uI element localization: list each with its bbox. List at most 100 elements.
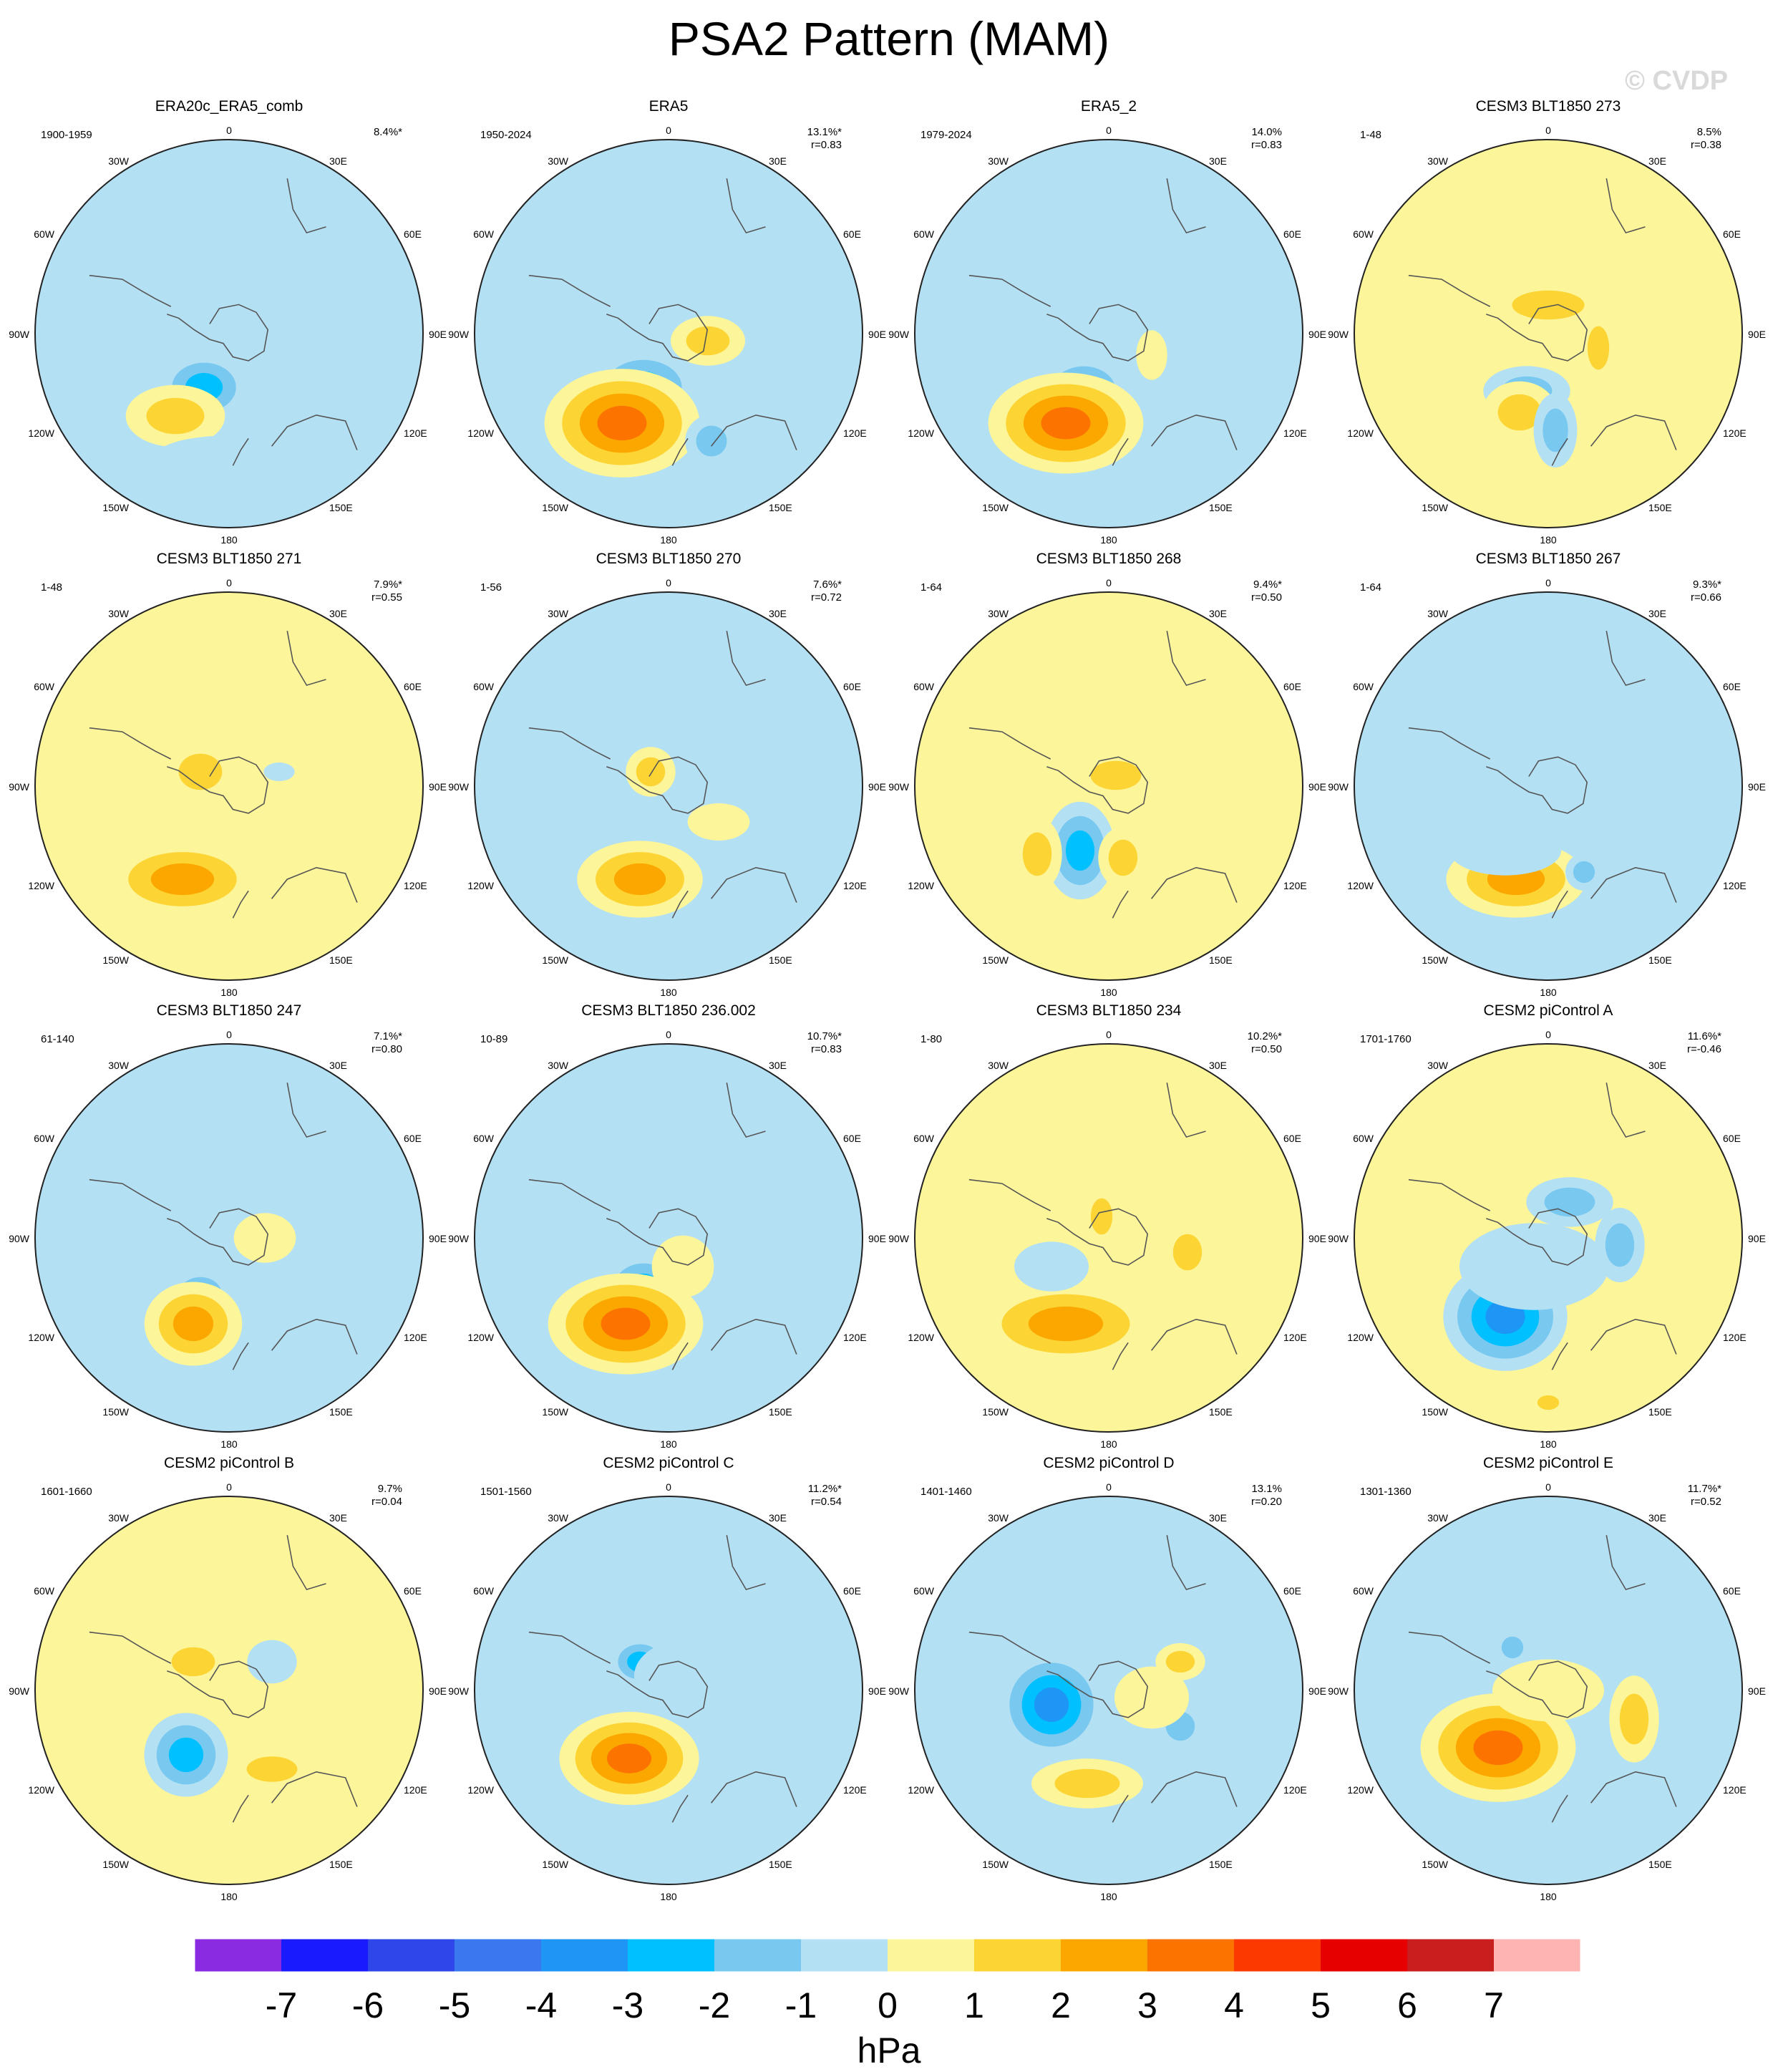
- longitude-label: 30E: [1209, 1060, 1227, 1071]
- panel-variance: 8.5%: [1697, 126, 1721, 138]
- longitude-label: 150W: [102, 502, 129, 513]
- longitude-label: 0: [226, 1029, 232, 1040]
- map-panel: CESM2 piControl A 1701-1760 11.6%*r=-0.46 0…: [1328, 1002, 1766, 1450]
- longitude-label: 30W: [548, 608, 569, 619]
- colorbar-unit-label: hPa: [857, 2030, 921, 2071]
- longitude-label: 120W: [1347, 880, 1374, 891]
- longitude-label: 30E: [1209, 155, 1227, 167]
- contour-region: [1587, 326, 1610, 370]
- longitude-label: 60W: [913, 681, 935, 692]
- coastline: [1408, 1631, 1491, 1664]
- colorbar-tick-label: 6: [1397, 1985, 1417, 2025]
- coastline: [528, 727, 611, 760]
- contour-region: [1492, 1659, 1605, 1722]
- panel-title: CESM3 BLT1850 273: [1476, 98, 1621, 115]
- longitude-label: 90W: [1328, 329, 1349, 340]
- longitude-label: 0: [1545, 1481, 1551, 1493]
- longitude-label: 60W: [473, 681, 495, 692]
- coastline: [271, 1771, 358, 1807]
- colorbar-tick-label: 5: [1311, 1985, 1331, 2025]
- panel-title: CESM3 BLT1850 267: [1476, 551, 1621, 567]
- panel-correlation: r=-0.46: [1687, 1043, 1721, 1055]
- colorbar-tick-label: 0: [878, 1985, 898, 2025]
- longitude-label: 120E: [1283, 880, 1307, 891]
- colorbar-tick-label: 3: [1137, 1985, 1157, 2025]
- longitude-label: 90W: [1328, 781, 1349, 793]
- coastline: [286, 178, 326, 234]
- coastline: [1590, 414, 1677, 450]
- longitude-label: 60E: [1723, 1133, 1741, 1144]
- coastline: [710, 1771, 797, 1807]
- contour-region: [651, 1235, 714, 1298]
- map-panel: ERA20c_ERA5_comb 1900-1959 8.4%* 0 180 90W 90E…: [9, 98, 447, 546]
- colorbar-swatch: [628, 1939, 714, 1972]
- contour-region: [168, 1737, 204, 1773]
- longitude-label: 120E: [1283, 427, 1307, 439]
- panel-title: CESM3 BLT1850 236.002: [581, 1002, 756, 1019]
- longitude-label: 60W: [913, 228, 935, 240]
- longitude-label: 180: [660, 1891, 677, 1902]
- map-panel: CESM3 BLT1850 271 1-48 7.9%*r=0.55 0 180 90W 9…: [9, 551, 447, 998]
- contour-region: [146, 397, 205, 435]
- contour-region: [233, 1685, 283, 1724]
- map-panel: CESM3 BLT1850 236.002 10-89 10.7%*r=0.83 0 1…: [448, 1002, 886, 1450]
- longitude-label: 60W: [913, 1585, 935, 1597]
- map-field: [475, 1496, 863, 1884]
- coastline: [606, 1208, 709, 1266]
- longitude-label: 180: [220, 534, 238, 546]
- panel-title: CESM3 BLT1850 247: [157, 1002, 302, 1019]
- longitude-label: 90E: [1308, 781, 1326, 793]
- longitude-label: 120E: [1723, 427, 1747, 439]
- longitude-label: 180: [1540, 987, 1557, 998]
- longitude-label: 150W: [542, 502, 568, 513]
- map-border: [914, 139, 1303, 528]
- longitude-label: 120W: [467, 880, 494, 891]
- background-field: [1354, 592, 1742, 980]
- contour-region: [1449, 826, 1562, 876]
- coastline: [232, 1342, 249, 1370]
- longitude-label: 120E: [404, 1332, 427, 1343]
- panel-period: 1701-1760: [1360, 1033, 1412, 1045]
- panel-title: CESM3 BLT1850 234: [1036, 1002, 1182, 1019]
- contour-region: [1172, 1234, 1203, 1271]
- panel-correlation: r=0.83: [811, 139, 842, 151]
- longitude-label: 180: [1100, 1891, 1117, 1902]
- longitude-label: 90W: [9, 781, 30, 793]
- longitude-label: 60E: [843, 1585, 861, 1597]
- longitude-label: 150W: [102, 1859, 129, 1870]
- longitude-label: 60E: [1723, 1585, 1741, 1597]
- longitude-label: 90W: [448, 1685, 470, 1697]
- longitude-label: 30E: [1648, 1060, 1666, 1071]
- coastline: [232, 1794, 249, 1823]
- longitude-label: 0: [666, 125, 671, 136]
- longitude-label: 30E: [769, 608, 787, 619]
- map-border: [1354, 591, 1743, 981]
- map-border: [1354, 139, 1743, 528]
- longitude-label: 60W: [913, 1133, 935, 1144]
- contour-region: [1114, 1666, 1190, 1729]
- contour-region: [1090, 760, 1142, 790]
- longitude-label: 30W: [108, 608, 130, 619]
- longitude-label: 30W: [548, 155, 569, 167]
- panel-period: 1-56: [480, 581, 502, 594]
- coastline: [968, 727, 1051, 760]
- longitude-label: 90E: [429, 1685, 447, 1697]
- coastline: [1166, 1535, 1206, 1591]
- panel-variance: 8.4%*: [374, 126, 402, 138]
- coastline: [968, 274, 1051, 307]
- longitude-label: 150E: [329, 954, 353, 966]
- contour-region: [1014, 1241, 1089, 1292]
- longitude-label: 30E: [1209, 1512, 1227, 1524]
- coastline: [232, 437, 249, 466]
- longitude-label: 30W: [988, 1512, 1009, 1524]
- longitude-label: 90E: [429, 781, 447, 793]
- coastline: [606, 1660, 709, 1718]
- longitude-label: 180: [220, 1438, 238, 1450]
- longitude-label: 150E: [329, 502, 353, 513]
- longitude-label: 120W: [908, 427, 934, 439]
- longitude-label: 150W: [102, 954, 129, 966]
- longitude-label: 60E: [1723, 228, 1741, 240]
- panel-period: 1979-2024: [920, 129, 972, 141]
- coastline: [1408, 274, 1491, 307]
- coastline: [89, 1178, 172, 1211]
